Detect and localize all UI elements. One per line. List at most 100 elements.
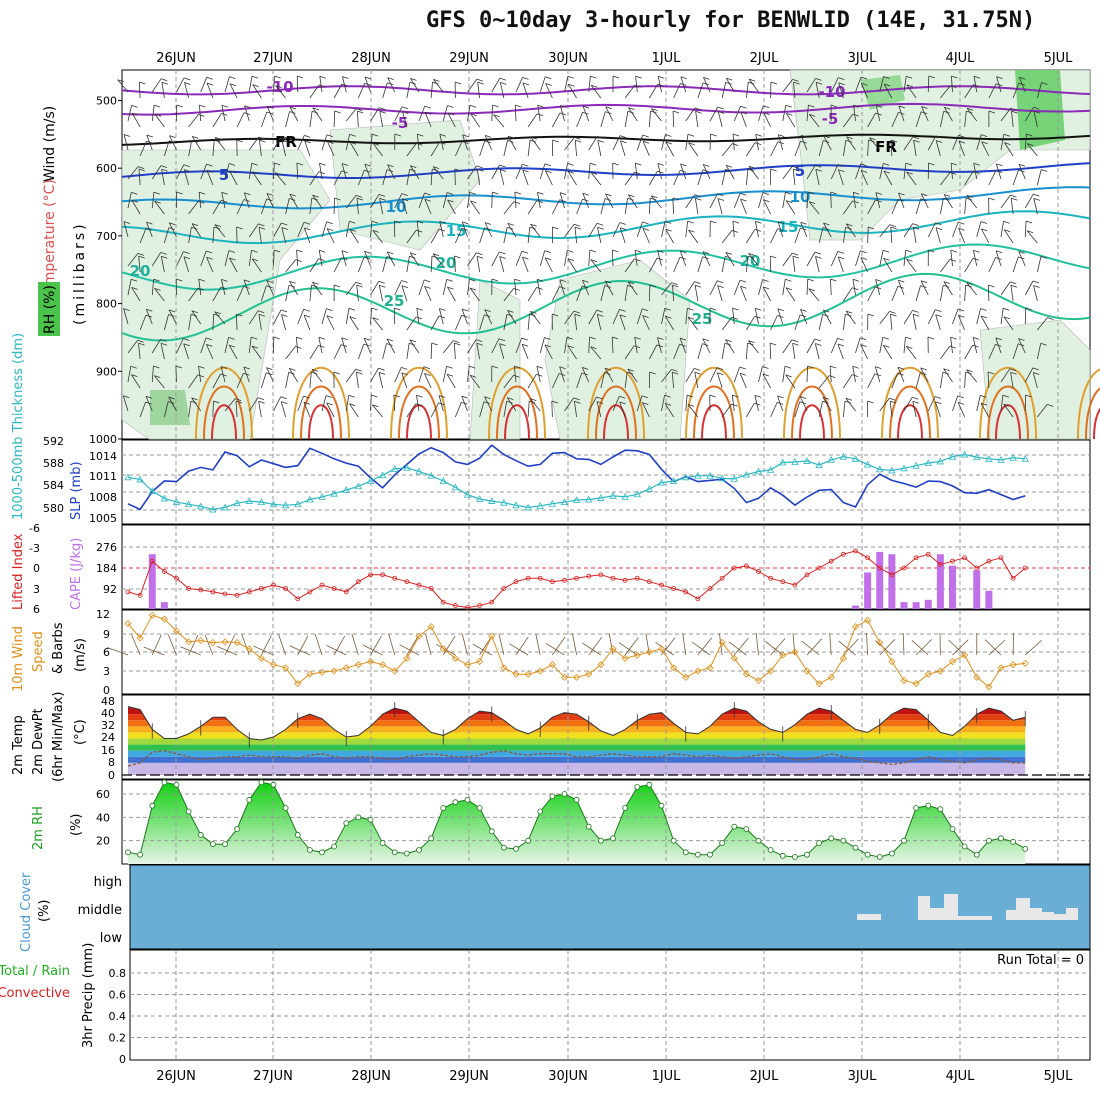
wind-barb [410, 165, 417, 168]
precip-label-a: Total / Rain [0, 964, 70, 979]
wind-barb [709, 106, 719, 122]
wind-barb [564, 397, 575, 412]
tick-label: 592 [43, 435, 64, 448]
wind-barb [484, 222, 493, 238]
wind-barb [691, 641, 711, 656]
wind-barb [499, 343, 505, 360]
wind-barb [214, 311, 221, 315]
li-point [840, 551, 846, 557]
wind-barb [430, 402, 439, 418]
wind-barb [903, 310, 913, 325]
rh-point [694, 851, 701, 858]
wind-barb [664, 221, 672, 224]
wind-barb [818, 401, 823, 418]
wind-barb [492, 104, 499, 108]
wind-barb [491, 164, 500, 180]
wind-barb [784, 365, 792, 369]
wind-barb [564, 223, 575, 238]
wind-barb [717, 280, 724, 284]
wind-barb [634, 337, 638, 354]
li-point [1022, 565, 1028, 571]
wind-barb [973, 337, 980, 340]
wind-barb [544, 344, 552, 348]
wind-barb [891, 112, 899, 128]
wind-speed-point [730, 654, 738, 662]
wind-barb [544, 344, 553, 360]
wind-barb [192, 136, 199, 139]
rh-point [234, 826, 241, 832]
wind-barb [939, 372, 944, 389]
wind-barb [725, 82, 732, 85]
wind-barb [648, 110, 651, 128]
wind-barb [964, 284, 967, 302]
wind-speed-point [779, 651, 787, 659]
li-point [562, 577, 567, 583]
tick-label: 60 [96, 788, 110, 801]
tick-label: 0 [33, 562, 40, 575]
wind-barb [221, 113, 228, 116]
wind-barb [944, 106, 951, 110]
wind-barb [822, 397, 832, 412]
wind-barb [952, 639, 969, 656]
wind-barb [1000, 308, 1004, 325]
wind-barb [318, 84, 326, 88]
wind-barb [972, 344, 979, 348]
wind-barb [755, 221, 759, 238]
wind-barb [1000, 281, 1011, 296]
thickness-point [876, 465, 884, 473]
rh-point [731, 823, 738, 830]
wind-barb [785, 374, 796, 389]
wind-barb [935, 227, 943, 230]
wind-barb [830, 191, 837, 195]
wind-barb [855, 250, 861, 267]
wind-barb [394, 280, 402, 296]
wind-barb [912, 310, 919, 313]
li-point [853, 548, 858, 554]
wind-barb [770, 228, 778, 244]
wind-barb [661, 395, 665, 412]
wind-barb [755, 220, 762, 224]
wind-barb [694, 371, 701, 375]
wind-speed-point [754, 676, 763, 685]
wind-barb [131, 191, 138, 195]
wind-barb [627, 110, 635, 114]
wind-barb [355, 368, 362, 372]
thickness-point [730, 475, 738, 482]
wind-barb [515, 104, 522, 108]
wind-barb [341, 250, 348, 253]
wind-barb [695, 197, 702, 201]
wind-barb [987, 284, 990, 302]
wind-barb [988, 284, 995, 288]
wind-barb [507, 310, 514, 313]
wind-barb [206, 344, 214, 360]
wind-barb [188, 227, 192, 244]
wind-speed-point [172, 627, 181, 635]
wind-barb [966, 195, 974, 198]
thickness-point [245, 497, 253, 504]
wind-barb [823, 135, 832, 151]
wind-barb [446, 279, 453, 282]
wind-barb [671, 282, 678, 285]
li-point [586, 573, 592, 579]
rh-point [464, 796, 471, 803]
wind-speed-point [548, 661, 556, 669]
wind-barb [131, 287, 141, 302]
wind-barb [430, 82, 433, 99]
wind-barb [281, 314, 288, 317]
thickness-point [839, 452, 848, 460]
wind-barb [564, 310, 575, 325]
thickness-point [136, 475, 144, 483]
wind-barb [952, 135, 959, 151]
wind-barb [958, 315, 965, 331]
wind-barb [355, 281, 363, 285]
wind-speed-point [536, 667, 544, 675]
wind-barb [467, 339, 477, 354]
wind-barb [176, 338, 184, 354]
wind-barb [212, 200, 222, 215]
wind-barb [879, 337, 884, 354]
wind-barb [725, 255, 732, 259]
wind-barb [573, 397, 580, 401]
wind-speed-point [633, 651, 641, 659]
wind-barb [928, 249, 935, 253]
wind-barb [995, 250, 1002, 267]
